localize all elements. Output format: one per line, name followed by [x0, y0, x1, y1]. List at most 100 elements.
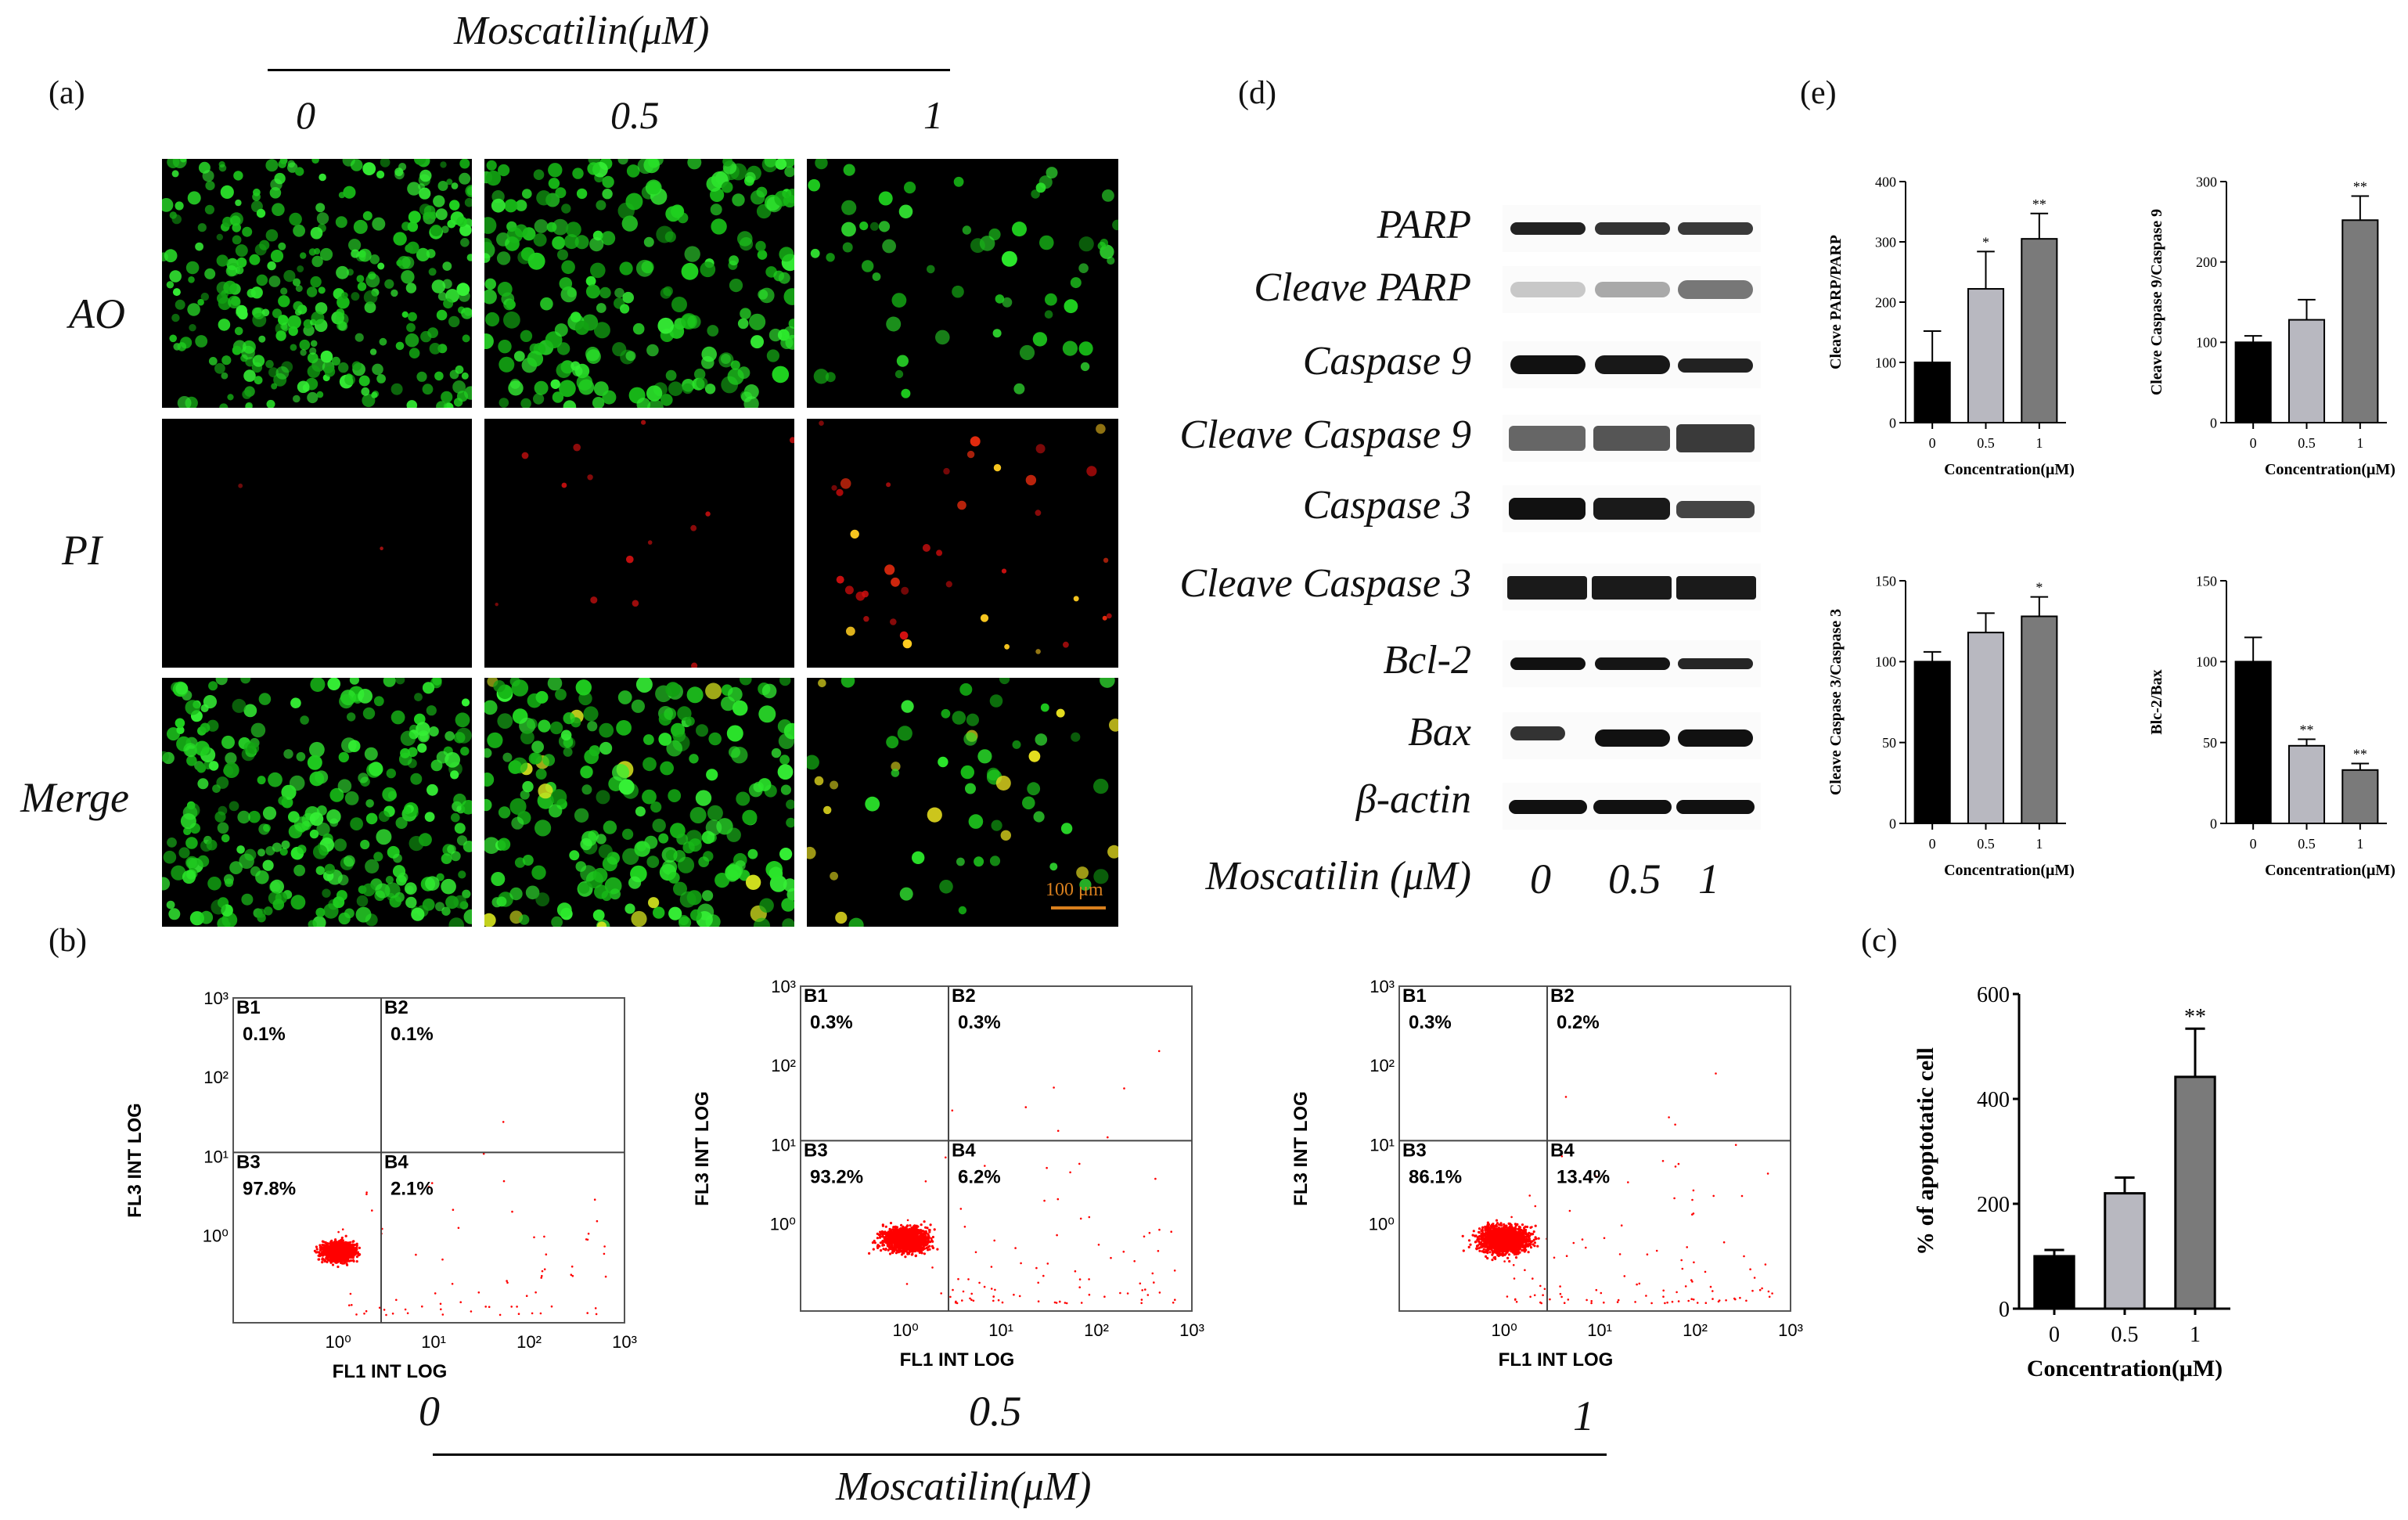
panel-c-label: (c) [1861, 923, 1898, 959]
cell [504, 199, 518, 213]
cell [278, 160, 286, 168]
cell [358, 689, 373, 704]
event-dot [499, 1313, 502, 1316]
event-dot [894, 1228, 898, 1231]
cell [1032, 332, 1048, 347]
cell [646, 399, 664, 408]
cell [927, 265, 935, 274]
y-tick-label: 150 [1875, 573, 1896, 589]
cell [362, 211, 373, 221]
cell [394, 169, 405, 180]
cell [466, 254, 472, 261]
cell [696, 377, 708, 389]
cell [901, 586, 909, 595]
event-dot [391, 1313, 394, 1315]
cell [1044, 310, 1053, 319]
cell [953, 176, 964, 187]
cell [270, 879, 284, 894]
event-dot [348, 1252, 351, 1255]
cell [759, 287, 775, 304]
event-dot [984, 1165, 986, 1167]
cell [300, 252, 307, 259]
blot-actin [1503, 783, 1761, 830]
cell [216, 254, 229, 267]
event-dot [889, 1222, 893, 1225]
event-dot [315, 1248, 319, 1251]
cell [989, 694, 1003, 708]
cell [761, 683, 777, 699]
cell [185, 837, 198, 849]
event-dot [326, 1246, 329, 1249]
cell [452, 380, 466, 394]
cell [689, 807, 707, 823]
cell [550, 379, 560, 389]
cell [435, 208, 448, 221]
event-dot [896, 1244, 899, 1247]
cell [1025, 474, 1037, 486]
cell [559, 380, 576, 398]
y-tick-label: 10² [203, 1068, 229, 1087]
event-dot [358, 1246, 361, 1249]
event-dot [334, 1261, 337, 1264]
row-label-pi: PI [62, 527, 102, 574]
event-dot [920, 1248, 923, 1252]
event-dot [1078, 1278, 1082, 1280]
cell [265, 846, 275, 855]
cell [556, 902, 572, 917]
cell [535, 892, 550, 906]
cell [718, 352, 734, 368]
event-dot [893, 1236, 896, 1239]
cell [175, 718, 185, 729]
cell [167, 837, 177, 848]
event-dot [322, 1249, 325, 1252]
event-dot [905, 1237, 909, 1240]
event-dot [921, 1248, 924, 1251]
y-tick-label: 100 [1875, 654, 1896, 670]
significance-mark: * [1982, 234, 1989, 250]
cell [351, 361, 362, 371]
event-dot [918, 1242, 921, 1245]
cell [886, 316, 902, 332]
cell [281, 322, 290, 331]
cell [963, 732, 977, 746]
event-dot [342, 1259, 345, 1262]
cell [322, 888, 331, 898]
cell [337, 295, 350, 309]
cell [836, 575, 844, 584]
cell [281, 840, 290, 849]
cell [621, 215, 638, 232]
event-dot [882, 1232, 885, 1236]
cell [749, 313, 766, 330]
cell [585, 276, 596, 286]
cell [172, 288, 181, 297]
cell [357, 282, 367, 291]
cell [371, 391, 378, 398]
cell [522, 780, 534, 793]
cell [429, 343, 441, 355]
event-dot [967, 1278, 970, 1280]
cell [387, 791, 398, 800]
cell [848, 917, 864, 927]
event-dot [603, 1252, 606, 1255]
cell [290, 697, 301, 708]
cell [1079, 878, 1092, 891]
cell [508, 380, 524, 396]
cell [560, 286, 577, 303]
event-dot [899, 1235, 903, 1238]
cell [556, 342, 571, 355]
x-tick-label: 0.5 [1977, 836, 1995, 852]
cell [750, 335, 764, 349]
event-dot [341, 1244, 344, 1248]
cell [902, 639, 912, 649]
cell [784, 166, 794, 178]
cell [513, 351, 525, 362]
cell [319, 173, 326, 182]
cell [441, 853, 452, 864]
cell [1078, 236, 1094, 252]
event-dot [510, 1306, 513, 1308]
x-axis-title: Concentration(μM) [2265, 461, 2395, 478]
event-dot [931, 1246, 934, 1249]
cell [185, 700, 200, 715]
event-dot [888, 1233, 891, 1236]
cell [548, 163, 563, 178]
